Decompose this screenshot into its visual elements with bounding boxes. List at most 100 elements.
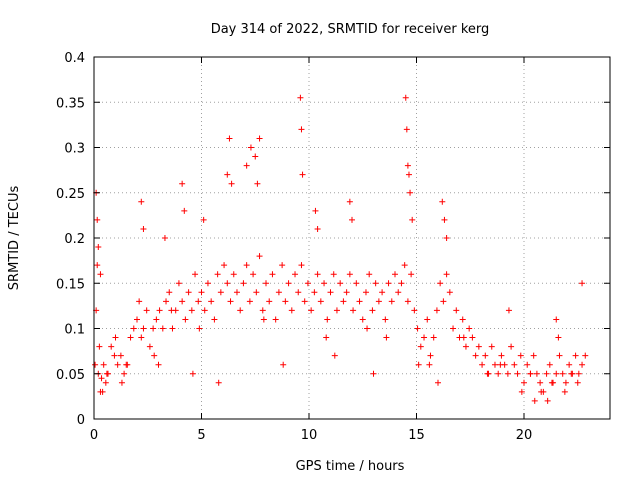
data-point xyxy=(169,325,176,332)
data-point xyxy=(240,280,247,287)
data-point xyxy=(524,361,531,368)
data-point xyxy=(350,307,357,314)
data-point xyxy=(575,370,582,377)
data-point xyxy=(404,298,411,305)
data-point xyxy=(263,280,269,287)
data-point xyxy=(331,352,338,359)
data-point xyxy=(127,334,134,341)
data-point xyxy=(312,207,319,214)
data-point xyxy=(168,307,175,314)
data-point xyxy=(415,361,422,368)
data-point xyxy=(553,316,560,323)
data-point xyxy=(224,280,231,287)
data-point xyxy=(266,298,273,305)
data-point xyxy=(299,171,306,178)
data-point xyxy=(353,280,360,287)
y-tick-label: 0.4 xyxy=(64,51,85,66)
data-point xyxy=(97,271,104,278)
data-point xyxy=(230,271,237,278)
data-point xyxy=(484,370,491,377)
data-point xyxy=(559,370,566,377)
data-point xyxy=(153,316,160,323)
data-point xyxy=(562,379,569,386)
data-point xyxy=(215,379,222,386)
data-point xyxy=(151,352,158,359)
data-point xyxy=(156,307,163,314)
data-point xyxy=(533,370,540,377)
data-point xyxy=(155,361,162,368)
data-point xyxy=(491,361,498,368)
data-point xyxy=(103,370,110,377)
data-point xyxy=(356,298,363,305)
x-tick-label: 5 xyxy=(197,428,205,443)
data-point xyxy=(227,298,234,305)
data-point xyxy=(233,289,240,296)
data-point xyxy=(375,298,382,305)
data-point xyxy=(460,334,467,341)
data-point xyxy=(514,370,521,377)
data-point xyxy=(475,343,482,350)
data-point xyxy=(117,352,124,359)
data-point xyxy=(518,388,525,395)
data-point xyxy=(182,316,189,323)
data-point xyxy=(443,235,450,241)
data-point xyxy=(511,361,518,368)
data-point xyxy=(566,361,573,368)
x-tick-label: 20 xyxy=(516,428,533,443)
data-point xyxy=(201,307,208,314)
data-point xyxy=(254,180,261,187)
data-point xyxy=(531,397,538,404)
data-point xyxy=(369,307,376,314)
data-point xyxy=(443,271,450,278)
data-point xyxy=(259,307,266,314)
data-point xyxy=(538,388,545,395)
data-point xyxy=(383,334,390,341)
data-point xyxy=(159,325,166,332)
data-points xyxy=(92,94,589,404)
y-tick-label: 0.25 xyxy=(56,187,85,202)
data-point xyxy=(188,307,195,314)
data-point xyxy=(247,144,254,151)
data-point xyxy=(138,334,145,341)
data-point xyxy=(548,379,555,386)
data-point xyxy=(163,298,170,305)
data-point xyxy=(324,316,331,323)
data-point xyxy=(382,316,389,323)
data-point xyxy=(430,334,437,341)
data-point xyxy=(488,343,495,350)
data-point xyxy=(543,370,550,377)
data-point xyxy=(114,361,121,368)
data-point xyxy=(349,216,355,223)
data-point xyxy=(143,307,150,314)
data-point xyxy=(544,397,551,404)
data-point xyxy=(185,289,192,296)
x-tick-label: 0 xyxy=(90,428,98,443)
data-point xyxy=(140,325,147,332)
data-point xyxy=(200,216,207,223)
data-point xyxy=(301,298,308,305)
data-point xyxy=(226,135,233,142)
data-point xyxy=(469,334,476,341)
data-point xyxy=(111,352,118,359)
y-tick-label: 0.1 xyxy=(64,323,85,338)
data-point xyxy=(582,352,589,359)
data-point xyxy=(546,361,553,368)
data-point xyxy=(504,370,511,377)
y-tick-label: 0.15 xyxy=(56,277,85,292)
data-point xyxy=(427,352,434,359)
data-point xyxy=(340,298,347,305)
data-point xyxy=(435,379,441,386)
data-point xyxy=(370,370,377,377)
data-point xyxy=(579,280,586,287)
data-point xyxy=(426,361,433,368)
data-point xyxy=(409,216,416,223)
data-point xyxy=(472,352,479,359)
data-point xyxy=(237,307,244,314)
data-point xyxy=(497,361,504,368)
data-point xyxy=(196,325,203,332)
data-point xyxy=(189,370,196,377)
data-point xyxy=(337,280,344,287)
data-point xyxy=(99,388,106,395)
data-point xyxy=(362,289,369,296)
